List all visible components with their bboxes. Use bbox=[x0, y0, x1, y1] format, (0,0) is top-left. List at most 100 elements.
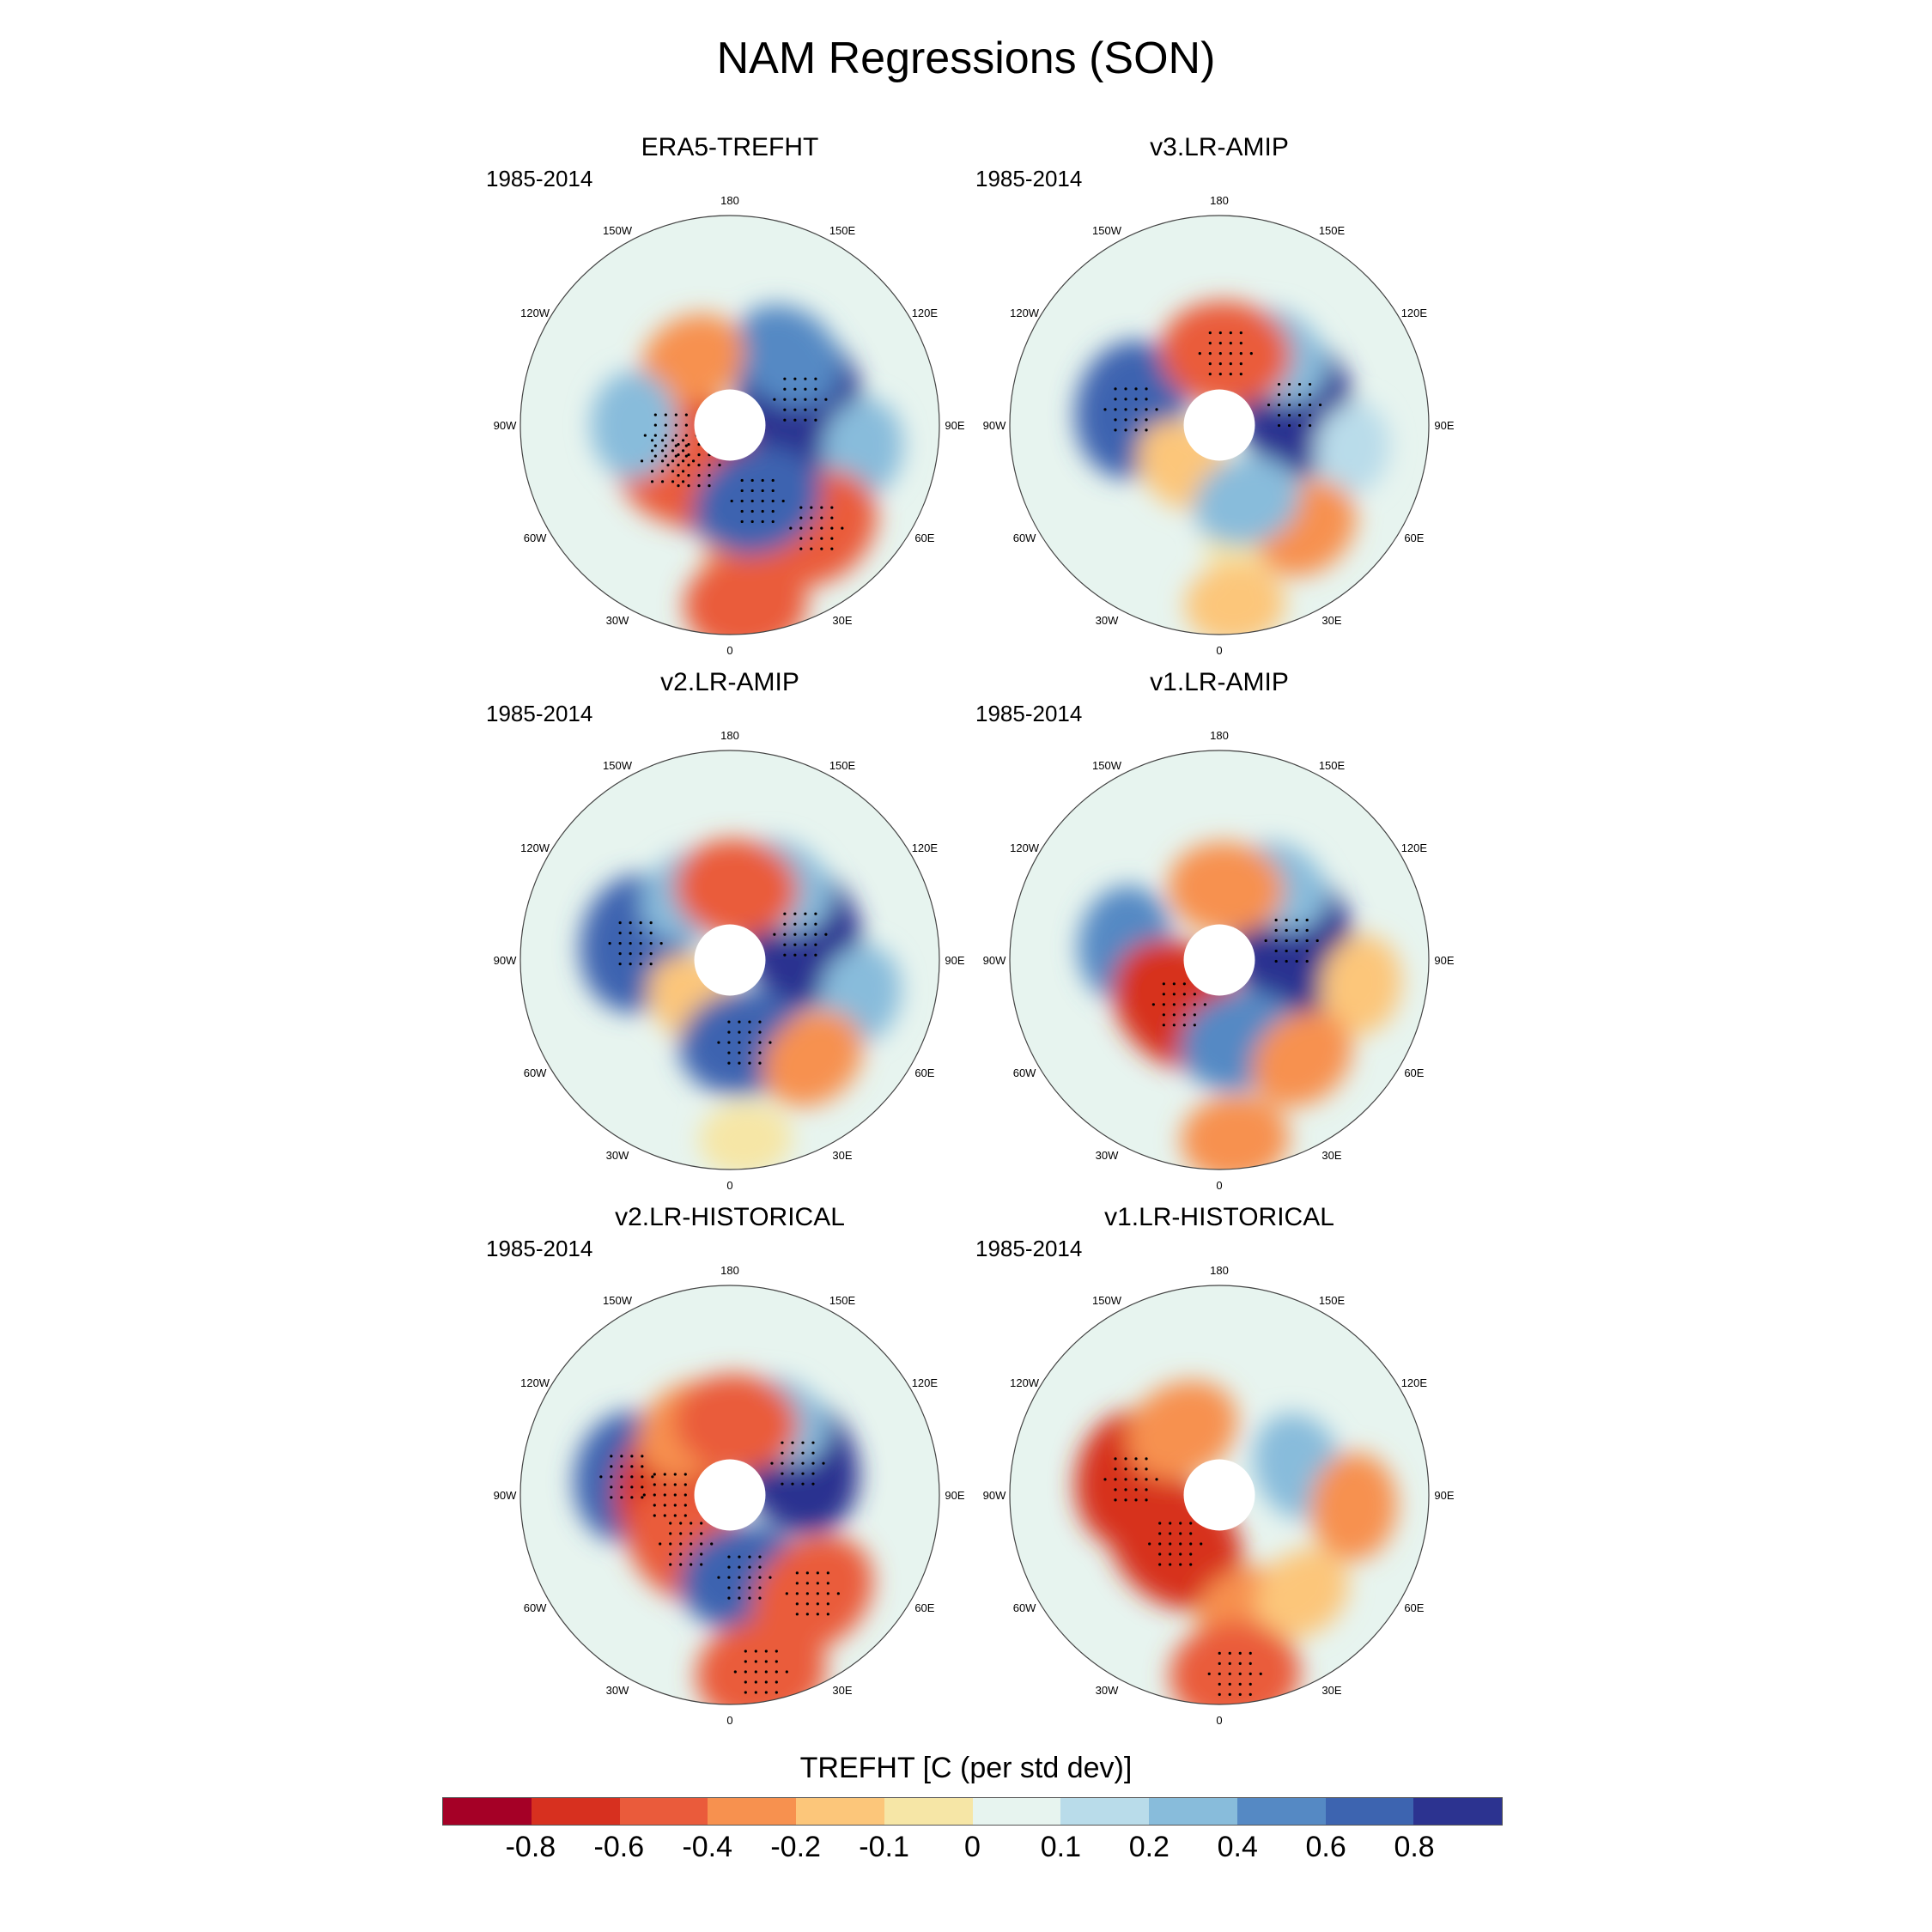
map-panel-v2-historical: 180 150E 120E 90E 60E 30E 0 30W 60W 90W 120W 150W v… bbox=[486, 1203, 970, 1735]
stipple-dot bbox=[799, 506, 803, 509]
colorbar-tick-label: -0.8 bbox=[505, 1831, 556, 1863]
stipple-dot bbox=[1305, 949, 1309, 953]
stipple-dot bbox=[649, 921, 653, 925]
stipple-dot bbox=[804, 943, 807, 946]
stipple-dot bbox=[738, 1586, 741, 1589]
stipple-dot bbox=[793, 377, 797, 380]
stipple-dot bbox=[811, 1461, 815, 1465]
stipple-dot bbox=[1249, 1692, 1252, 1696]
stipple-dot bbox=[811, 1472, 815, 1475]
stipple-dot bbox=[684, 434, 688, 437]
stipple-dot bbox=[708, 464, 711, 467]
stipple-dot bbox=[1172, 982, 1176, 986]
stipple-dot bbox=[830, 547, 834, 550]
longitude-label: 90E bbox=[945, 1489, 964, 1502]
longitude-label: 60E bbox=[914, 1601, 934, 1614]
stipple-dot bbox=[771, 519, 775, 524]
stipple-dot bbox=[691, 459, 696, 463]
stipple-dot bbox=[738, 1555, 741, 1558]
stipple-dot bbox=[1239, 331, 1242, 335]
stipple-dot bbox=[804, 408, 807, 411]
stipple-dot bbox=[1179, 1563, 1182, 1566]
longitude-label: 60W bbox=[1013, 532, 1036, 544]
stipple-dot bbox=[771, 499, 775, 503]
longitude-label: 150W bbox=[603, 759, 633, 772]
stipple-dot bbox=[1228, 1651, 1231, 1655]
stipple-dot bbox=[684, 413, 688, 416]
panel-title: v2.LR-AMIP bbox=[660, 668, 799, 696]
stipple-dot bbox=[795, 1592, 799, 1595]
stipple-dot bbox=[769, 1576, 772, 1579]
stipple-dot bbox=[1189, 1542, 1193, 1546]
stipple-dot bbox=[801, 1451, 805, 1455]
stipple-dot bbox=[810, 547, 813, 550]
longitude-label: 150E bbox=[1319, 224, 1346, 237]
longitude-label: 150E bbox=[829, 224, 856, 237]
stipple-dot bbox=[1162, 982, 1165, 986]
stipple-dot bbox=[795, 1602, 799, 1606]
stipple-dot bbox=[690, 1563, 693, 1566]
stipple-dot bbox=[1114, 1478, 1117, 1481]
longitude-label: 90E bbox=[1434, 419, 1454, 432]
longitude-label: 60W bbox=[524, 1601, 547, 1614]
stipple-dot bbox=[804, 933, 807, 936]
stipple-dot bbox=[1124, 418, 1127, 422]
longitude-label: 150E bbox=[829, 1294, 856, 1307]
map-boundary bbox=[1009, 215, 1430, 635]
stipple-dot bbox=[1193, 993, 1196, 996]
stipple-dot bbox=[669, 1563, 672, 1566]
stipple-dot bbox=[814, 377, 817, 380]
stipple-dot bbox=[1114, 387, 1117, 391]
stipple-dot bbox=[727, 1586, 731, 1589]
stipple-dot bbox=[618, 942, 622, 945]
longitude-label: 90E bbox=[945, 419, 964, 432]
stipple-dot bbox=[1229, 342, 1232, 345]
stipple-dot bbox=[781, 1451, 784, 1455]
stipple-dot bbox=[1145, 428, 1148, 432]
region-anomaly-chukotka bbox=[674, 839, 799, 939]
stipple-dot bbox=[1182, 1024, 1186, 1027]
stipple-dot bbox=[663, 1473, 666, 1476]
stipple-dot bbox=[758, 1596, 762, 1600]
significance-stipple bbox=[608, 912, 828, 1065]
stipple-dot bbox=[785, 1592, 788, 1595]
stipple-dot bbox=[640, 459, 644, 463]
map-field bbox=[520, 1285, 939, 1704]
stipple-dot bbox=[599, 1475, 603, 1479]
stipple-dot bbox=[775, 1670, 778, 1674]
stipple-dot bbox=[1229, 352, 1232, 355]
longitude-label: 60W bbox=[524, 532, 547, 544]
stipple-dot bbox=[814, 387, 817, 391]
stipple-dot bbox=[1218, 352, 1222, 355]
colorbar-tick-label: 0.6 bbox=[1305, 1831, 1346, 1863]
stipple-dot bbox=[1172, 1024, 1176, 1027]
stipple-dot bbox=[1193, 1013, 1196, 1017]
stipple-dot bbox=[1228, 1682, 1231, 1686]
stipple-dot bbox=[1200, 1542, 1203, 1546]
stipple-dot bbox=[690, 1522, 693, 1525]
stipple-dot bbox=[1295, 918, 1298, 922]
stipple-dot bbox=[1124, 1488, 1127, 1492]
colorbar-swatch bbox=[1236, 1798, 1326, 1825]
stipple-dot bbox=[1218, 1662, 1221, 1665]
stipple-dot bbox=[683, 1504, 687, 1507]
colorbar-title: TREFHT [C (per std dev)] bbox=[799, 1752, 1133, 1784]
stipple-dot bbox=[814, 943, 817, 946]
stipple-dot bbox=[1189, 1522, 1193, 1525]
stipple-dot bbox=[1124, 398, 1127, 401]
stipple-dot bbox=[1287, 413, 1291, 417]
stipple-dot bbox=[700, 1552, 703, 1556]
stipple-dot bbox=[690, 1542, 693, 1546]
stipple-dot bbox=[673, 1504, 677, 1507]
stipple-dot bbox=[1155, 408, 1158, 411]
stipple-dot bbox=[820, 547, 823, 550]
panel-period: 1985-2014 bbox=[975, 701, 1083, 726]
colorbar-tick-label: 0.8 bbox=[1394, 1831, 1435, 1863]
stipple-dot bbox=[791, 1451, 794, 1455]
stipple-dot bbox=[822, 1461, 825, 1465]
stipple-dot bbox=[804, 922, 807, 926]
colorbar-swatch bbox=[619, 1798, 708, 1825]
region-anomaly-north-africa bbox=[1184, 563, 1285, 635]
stipple-dot bbox=[789, 526, 793, 530]
stipple-dot bbox=[733, 1670, 737, 1674]
